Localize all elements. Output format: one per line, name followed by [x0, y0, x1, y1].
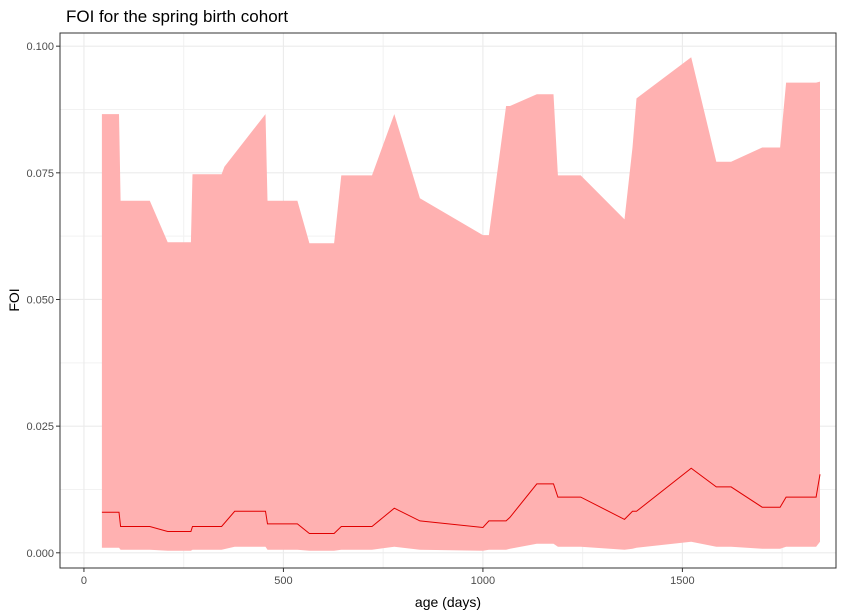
x-tick-label: 1000: [471, 575, 495, 587]
x-axis-ticks: 0 500 1000 1500: [81, 568, 695, 587]
x-tick-label: 500: [274, 575, 292, 587]
x-axis-title: age (days): [415, 594, 481, 610]
x-tick-label: 0: [81, 575, 87, 587]
y-tick-label: 0.025: [26, 421, 54, 433]
y-axis-title: FOI: [6, 288, 22, 311]
foi-mean-line: [101, 467, 821, 534]
y-tick-label: 0.075: [26, 168, 54, 180]
panel-border: [59, 32, 837, 569]
x-tick-label: 1500: [670, 575, 694, 587]
y-tick-label: 0.000: [26, 548, 54, 560]
y-axis-ticks: 0.000 0.025 0.050 0.075 0.100: [26, 41, 60, 560]
confidence-ribbon: [101, 57, 820, 551]
y-tick-label: 0.100: [26, 41, 54, 53]
y-tick-label: 0.050: [26, 294, 54, 306]
chart-title: FOI for the spring birth cohort: [66, 7, 289, 26]
